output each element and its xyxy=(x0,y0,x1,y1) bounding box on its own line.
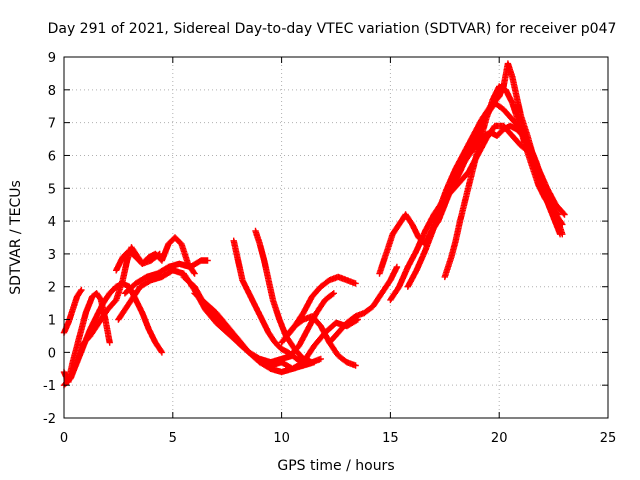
y-tick-label: 9 xyxy=(48,51,56,66)
series-arc-15 xyxy=(326,263,401,346)
data-points-arc-7 xyxy=(121,257,211,297)
y-tick-label: 8 xyxy=(48,84,56,99)
x-tick-label: 0 xyxy=(60,431,68,446)
series-arc-20 xyxy=(426,60,564,241)
y-tick-label: -2 xyxy=(43,412,56,427)
x-tick-label: 5 xyxy=(169,431,177,446)
y-tick-label: 7 xyxy=(48,117,56,132)
y-axis-title: SDTVAR / TECUs xyxy=(8,180,24,295)
x-tick-label: 20 xyxy=(491,431,508,446)
data-points-arc-20 xyxy=(426,60,564,241)
data-points-arc-15 xyxy=(326,263,401,346)
data-series-layer xyxy=(60,60,568,389)
series-arc-7 xyxy=(121,257,211,297)
y-tick-label: -1 xyxy=(43,379,56,394)
data-points-arc-5 xyxy=(113,234,198,277)
data-points-arc-11 xyxy=(252,227,324,366)
x-tick-label: 10 xyxy=(273,431,290,446)
y-tick-label: 6 xyxy=(48,149,56,164)
x-tick-label: 15 xyxy=(382,431,399,446)
y-tick-label: 5 xyxy=(48,182,56,197)
data-points-arc-14 xyxy=(287,290,337,359)
plot-frame xyxy=(63,56,609,419)
gridlines xyxy=(64,57,608,418)
series-arc-14 xyxy=(287,290,337,359)
x-tick-label: 25 xyxy=(600,431,617,446)
x-axis: 0 5 10 15 20 25 xyxy=(60,57,616,446)
y-tick-label: 0 xyxy=(48,346,56,361)
y-axis: -2 -1 0 1 2 3 4 5 6 7 8 9 xyxy=(43,51,608,427)
series-arc-5 xyxy=(113,234,198,277)
y-tick-label: 3 xyxy=(48,248,56,263)
x-axis-title: GPS time / hours xyxy=(277,458,394,474)
chart-title: Day 291 of 2021, Sidereal Day-to-day VTE… xyxy=(48,21,617,37)
y-tick-label: 2 xyxy=(48,281,56,296)
series-arc-11 xyxy=(252,227,324,366)
y-tick-label: 4 xyxy=(48,215,56,230)
y-tick-label: 1 xyxy=(48,314,56,329)
